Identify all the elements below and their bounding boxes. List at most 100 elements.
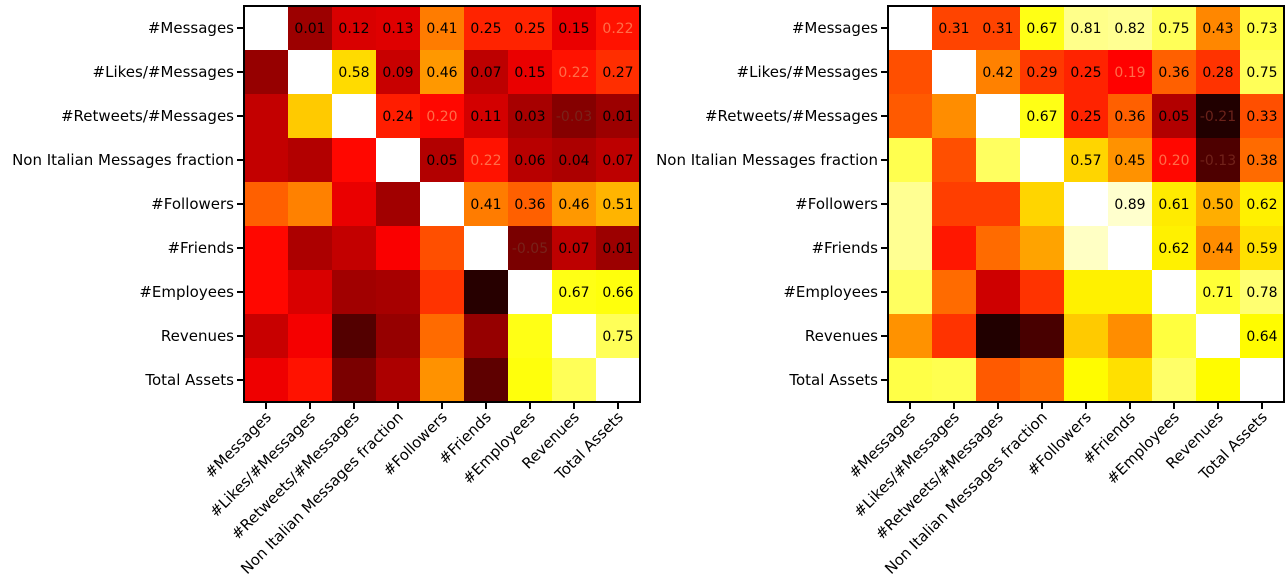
heatmap-cell-r0-c4 (1064, 6, 1109, 51)
heatmap-cell-r7-c4 (420, 314, 465, 359)
heatmap-cell-r0-c4 (420, 6, 465, 51)
heatmap-value-label: -0.13 (1200, 153, 1236, 169)
heatmap-value-label: 0.22 (602, 21, 633, 37)
heatmap-value-label: 0.66 (602, 285, 633, 301)
heatmap-cell-r6-c0 (244, 270, 289, 315)
heatmap-cell-r2-c0 (244, 94, 289, 139)
heatmap-cell-r0-c5 (464, 6, 509, 51)
heatmap-cell-r3-c7 (1196, 138, 1241, 183)
heatmap-value-label: 0.64 (1246, 329, 1277, 345)
heatmap-cell-r2-c1 (288, 94, 333, 139)
heatmap-cell-r7-c1 (932, 314, 977, 359)
y-tick-label: Non Italian Messages fraction (656, 151, 878, 169)
heatmap-cell-r6-c7 (1196, 270, 1241, 315)
y-tick-label: #Messages (148, 19, 234, 37)
heatmap-cell-r0-c7 (1196, 6, 1241, 51)
heatmap-cell-r6-c8 (596, 270, 641, 315)
heatmap-cell-r2-c1 (932, 94, 977, 139)
heatmap-cell-r4-c6 (508, 182, 553, 227)
heatmap-cell-r7-c3 (376, 314, 421, 359)
heatmap-cell-r7-c2 (332, 314, 377, 359)
heatmap-cell-r5-c2 (332, 226, 377, 271)
heatmap-cell-r1-c4 (1064, 50, 1109, 95)
heatmap-cell-r5-c3 (1020, 226, 1065, 271)
heatmap-cell-r5-c4 (420, 226, 465, 271)
heatmap-cell-r5-c3 (376, 226, 421, 271)
y-tick-label: #Friends (811, 239, 878, 257)
heatmap-cell-r2-c2 (976, 94, 1021, 139)
heatmap-cell-r8-c3 (1020, 358, 1065, 403)
heatmap-cell-r6-c4 (420, 270, 465, 315)
heatmap-value-label: 0.07 (602, 153, 633, 169)
heatmap-cell-r3-c8 (596, 138, 641, 183)
heatmap-value-label: 0.15 (558, 21, 589, 37)
heatmap-cell-r8-c8 (1240, 358, 1285, 403)
heatmap-cell-r5-c6 (508, 226, 553, 271)
heatmap-value-label: 0.46 (558, 197, 589, 213)
y-tick-label: #Retweets/#Messages (705, 107, 878, 125)
heatmap-cell-r4-c1 (288, 182, 333, 227)
heatmap-cell-r8-c6 (508, 358, 553, 403)
heatmap-value-label: 0.15 (514, 65, 545, 81)
heatmap-value-label: 0.29 (1026, 65, 1057, 81)
heatmap-value-label: 0.27 (602, 65, 633, 81)
heatmap-value-label: 0.62 (1158, 241, 1189, 257)
heatmap-value-label: 0.22 (558, 65, 589, 81)
heatmap-cell-r2-c7 (1196, 94, 1241, 139)
heatmap-cell-r1-c4 (420, 50, 465, 95)
heatmap-value-label: 0.22 (470, 153, 501, 169)
heatmap-cell-r5-c1 (932, 226, 977, 271)
heatmap-value-label: 0.73 (1246, 21, 1277, 37)
heatmap-cell-r3-c7 (552, 138, 597, 183)
heatmap-cell-r4-c0 (244, 182, 289, 227)
heatmap-cell-r8-c1 (932, 358, 977, 403)
heatmap-cell-r7-c8 (1240, 314, 1285, 359)
heatmap-cell-r2-c8 (596, 94, 641, 139)
heatmap-cell-r2-c3 (376, 94, 421, 139)
heatmap-value-label: 0.04 (558, 153, 589, 169)
heatmap-cell-r3-c5 (464, 138, 509, 183)
heatmap-cell-r4-c2 (332, 182, 377, 227)
heatmap-cell-r8-c2 (332, 358, 377, 403)
heatmap-value-label: 0.07 (558, 241, 589, 257)
heatmap-cell-r6-c8 (1240, 270, 1285, 315)
heatmap-cell-r0-c1 (932, 6, 977, 51)
heatmap-cell-r8-c7 (552, 358, 597, 403)
heatmap-cell-r5-c2 (976, 226, 1021, 271)
heatmap-cell-r0-c8 (596, 6, 641, 51)
heatmap-value-label: 0.57 (1070, 153, 1101, 169)
heatmap-cell-r0-c6 (508, 6, 553, 51)
heatmap-cell-r6-c1 (288, 270, 333, 315)
heatmap-value-label: 0.11 (470, 109, 501, 125)
y-tick-label: #Retweets/#Messages (61, 107, 234, 125)
heatmap-value-label: 0.67 (1026, 21, 1057, 37)
heatmap-value-label: 0.46 (426, 65, 457, 81)
y-tick-label: Total Assets (144, 371, 234, 389)
heatmap-cell-r2-c8 (1240, 94, 1285, 139)
heatmap-cell-r0-c8 (1240, 6, 1285, 51)
heatmap-cell-r7-c5 (464, 314, 509, 359)
heatmap-value-label: 0.58 (338, 65, 369, 81)
heatmap-cell-r3-c4 (1064, 138, 1109, 183)
heatmap-value-label: 0.36 (1114, 109, 1145, 125)
heatmap-cell-r2-c5 (1108, 94, 1153, 139)
heatmap-cell-r6-c1 (932, 270, 977, 315)
heatmap-cell-r5-c8 (596, 226, 641, 271)
heatmap-value-label: 0.05 (1158, 109, 1189, 125)
y-tick-label: #Friends (167, 239, 234, 257)
heatmap-cell-r3-c0 (888, 138, 933, 183)
heatmap-cell-r2-c5 (464, 94, 509, 139)
heatmap-value-label: 0.51 (602, 197, 633, 213)
heatmap-cell-r8-c3 (376, 358, 421, 403)
x-tick-label: Non Italian Messages fraction (881, 408, 1051, 578)
y-tick-label: #Likes/#Messages (93, 63, 235, 81)
heatmap-cell-r2-c6 (508, 94, 553, 139)
heatmap-panel-1: 0.01 0.12 0.13 0.41 0.25 0.25 0.15 0.22 0.58 0.09… (12, 5, 641, 578)
heatmap-cell-r8-c4 (420, 358, 465, 403)
heatmap-cell-r2-c4 (1064, 94, 1109, 139)
heatmap-cell-r1-c6 (508, 50, 553, 95)
heatmap-value-label: 0.31 (938, 21, 969, 37)
heatmap-value-label: 0.43 (1202, 21, 1233, 37)
heatmap-value-label: 0.75 (1246, 65, 1277, 81)
y-tick-label: #Messages (792, 19, 878, 37)
